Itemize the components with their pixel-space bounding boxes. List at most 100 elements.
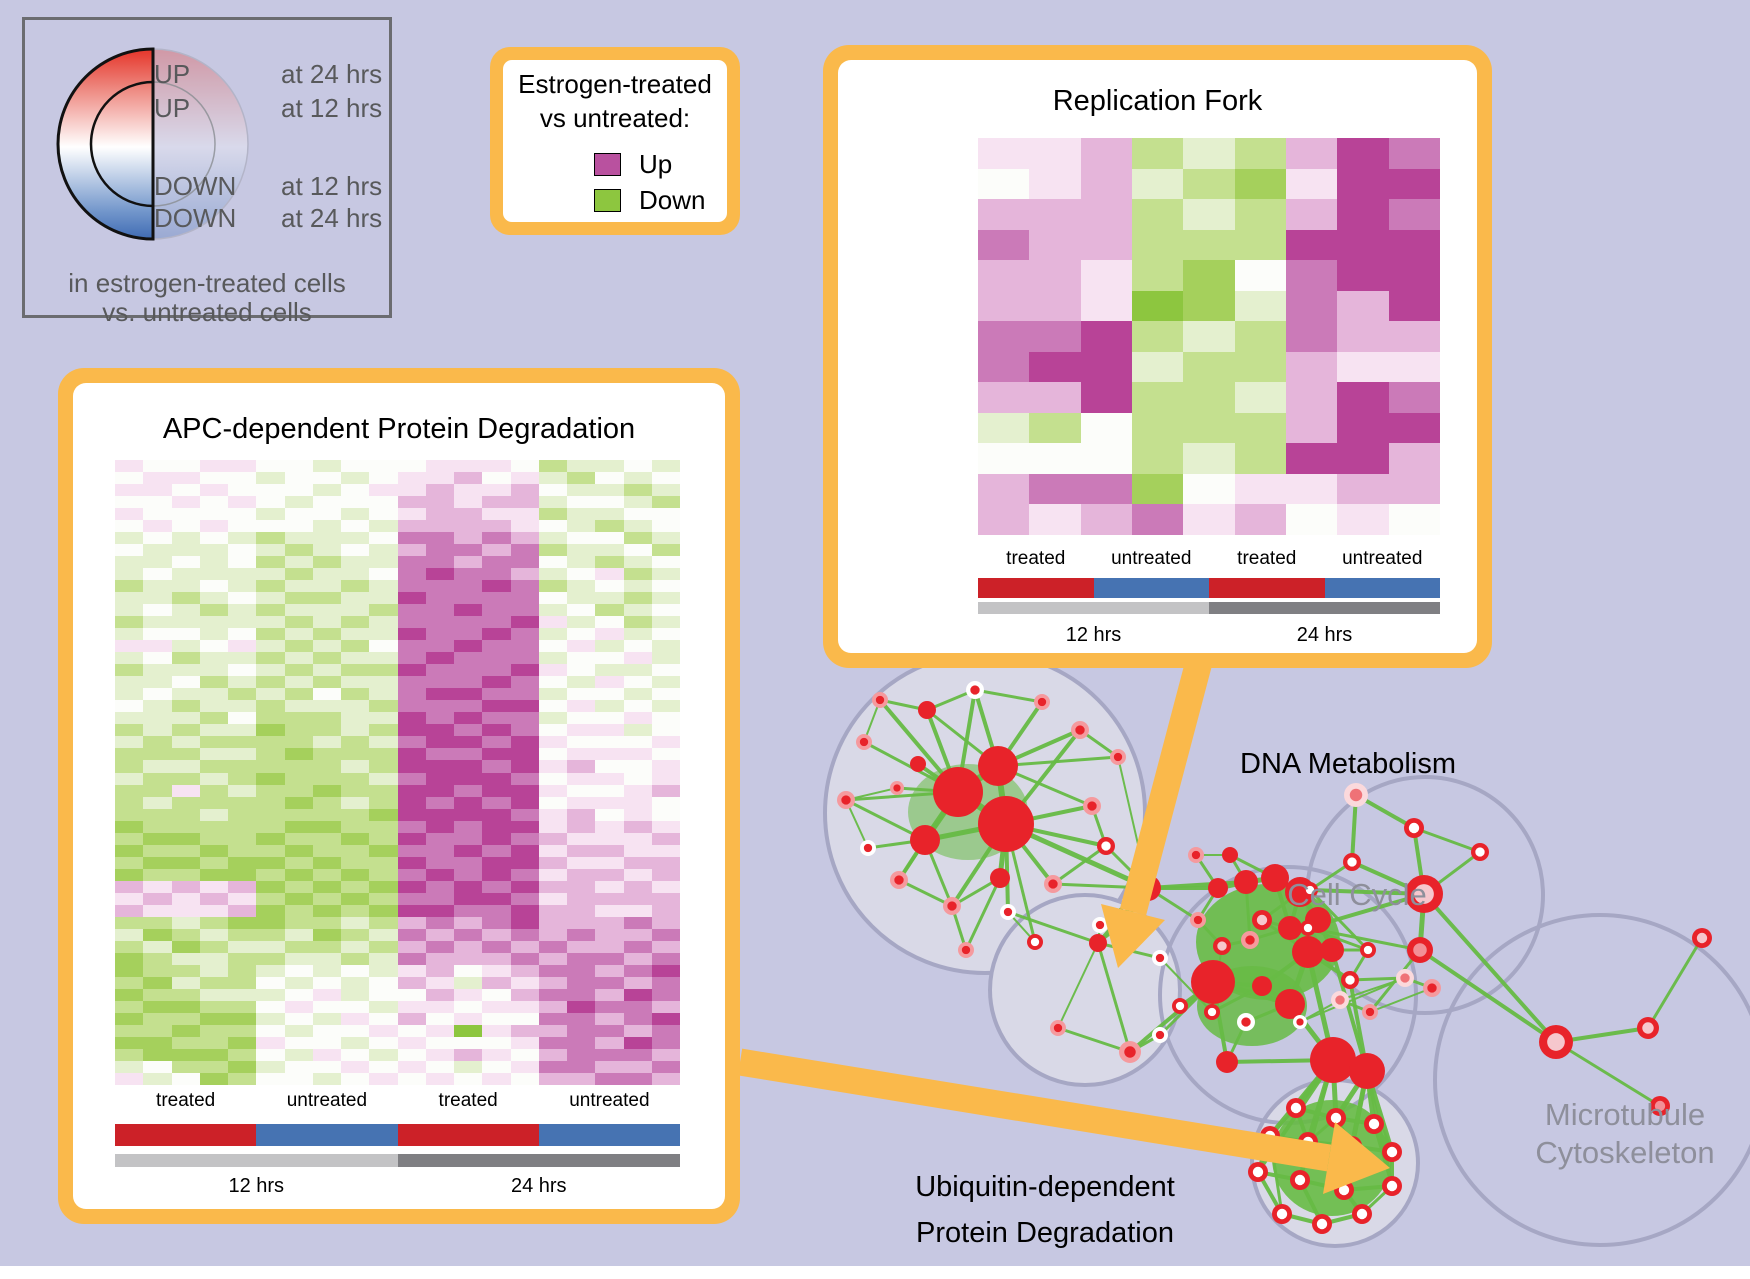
heatmap-cell <box>651 580 680 593</box>
heatmap-cell <box>1285 443 1338 474</box>
heatmap-cell <box>567 496 596 509</box>
heatmap-cell <box>567 736 596 749</box>
heatmap-cell <box>312 508 341 521</box>
heatmap-cell <box>538 1012 567 1025</box>
heatmap-cell <box>199 976 228 989</box>
edge <box>1307 1140 1353 1148</box>
edge <box>1147 886 1199 922</box>
edge <box>1417 893 1427 951</box>
edge <box>1288 1002 1335 1062</box>
gene-node <box>1320 938 1344 962</box>
heatmap-cell <box>510 760 539 773</box>
heatmap-cell <box>1183 351 1235 383</box>
heatmap-cell <box>256 676 285 689</box>
edge <box>1129 1033 1161 1054</box>
heatmap-cell <box>1183 382 1235 413</box>
heatmap-cell <box>143 688 172 701</box>
heatmap-cell <box>171 556 200 569</box>
heatmap-cell <box>199 604 228 617</box>
heatmap-cell <box>538 484 567 497</box>
gene-node <box>1364 1114 1384 1134</box>
heatmap-cell <box>567 484 596 497</box>
heatmap-cell <box>1337 168 1389 200</box>
heatmap-cell <box>199 772 228 785</box>
heatmap-cell <box>369 460 398 473</box>
heatmap-cell <box>595 556 624 569</box>
heatmap-cell <box>312 832 341 845</box>
heatmap-cell <box>312 568 341 581</box>
heatmap-cell <box>482 628 511 641</box>
heatmap-cell <box>1388 412 1440 444</box>
heatmap-cell <box>228 616 257 629</box>
edge <box>1308 888 1370 952</box>
edge <box>1123 887 1150 923</box>
heatmap-cell <box>228 904 257 917</box>
gene-node <box>990 868 1010 888</box>
heatmap-cell <box>1080 138 1132 169</box>
heatmap-cell <box>538 676 567 689</box>
heatmap-cell <box>312 712 341 725</box>
heatmap-cell <box>1285 504 1338 535</box>
rf-bar-12hrs <box>978 602 1209 614</box>
heatmap-cell <box>425 832 454 845</box>
heatmap-cell <box>1388 382 1440 413</box>
heatmap-cell <box>482 640 511 653</box>
heatmap-cell <box>567 784 596 797</box>
heatmap-cell <box>567 700 596 713</box>
heatmap-cell <box>256 988 285 1001</box>
edge <box>1097 924 1101 944</box>
heatmap-cell <box>425 1000 454 1013</box>
heatmap-cell <box>143 1012 172 1025</box>
edge <box>1342 1145 1354 1191</box>
heatmap-cell <box>482 832 511 845</box>
heatmap-cell <box>369 580 398 593</box>
edge <box>1343 1184 1393 1192</box>
heatmap-cell <box>595 628 624 641</box>
heatmap-cell <box>397 1060 426 1073</box>
heatmap-cell <box>425 700 454 713</box>
edge <box>1339 998 1371 1014</box>
heatmap-cell <box>171 928 200 941</box>
heatmap-cell <box>143 1000 172 1013</box>
gene-node <box>860 840 876 856</box>
heatmap-cell <box>482 472 511 485</box>
heatmap-cell <box>510 604 539 617</box>
heatmap-cell <box>397 880 426 893</box>
heatmap-cell <box>454 1036 483 1049</box>
heatmap-cell <box>651 556 680 569</box>
heatmap-cell <box>454 472 483 485</box>
heatmap-cell <box>454 508 483 521</box>
heatmap-cell <box>341 928 370 941</box>
heatmap-cell <box>256 520 285 533</box>
edge <box>1307 947 1333 955</box>
heatmap-cell <box>567 988 596 1001</box>
edge <box>897 791 960 881</box>
heatmap-cell <box>397 772 426 785</box>
edge <box>1159 957 1213 1013</box>
edge <box>1273 875 1302 895</box>
heatmap-cell <box>199 1024 228 1037</box>
heatmap-cell <box>567 556 596 569</box>
heatmap-cell <box>1029 443 1081 474</box>
heatmap-cell <box>623 640 652 653</box>
heatmap-cell <box>623 676 652 689</box>
heatmap-cell <box>454 964 483 977</box>
heatmap-cell <box>1234 412 1286 444</box>
edge <box>997 755 1119 768</box>
heatmap-cell <box>510 472 539 485</box>
heatmap-cell <box>651 724 680 737</box>
heatmap-cell <box>1337 504 1389 535</box>
heatmap-cell <box>623 568 652 581</box>
heatmap-cell <box>623 592 652 605</box>
heatmap-cell <box>567 664 596 677</box>
heatmap-cell <box>538 700 567 713</box>
heatmap-cell <box>312 976 341 989</box>
edge <box>1646 937 1704 1029</box>
heatmap-cell <box>284 748 313 761</box>
heatmap-cell <box>482 616 511 629</box>
heatmap-cell <box>171 952 200 965</box>
edge <box>1057 1026 1131 1054</box>
heatmap-cell <box>482 556 511 569</box>
heatmap-cell <box>341 1000 370 1013</box>
heatmap-cell <box>538 592 567 605</box>
